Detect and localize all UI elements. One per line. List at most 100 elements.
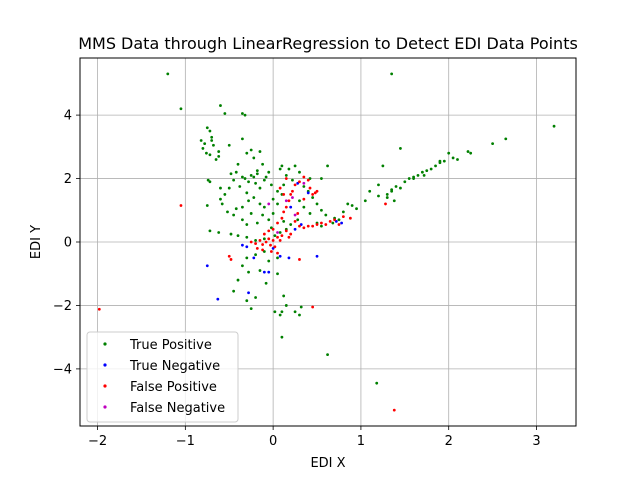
data-point (267, 170, 271, 174)
data-point (210, 135, 214, 139)
data-point (451, 156, 455, 160)
data-point (262, 237, 266, 241)
x-tick-label: −1 (176, 434, 195, 449)
data-point (280, 216, 284, 220)
data-point (276, 272, 279, 276)
data-point (238, 185, 242, 188)
data-point (271, 197, 275, 201)
data-point (258, 269, 262, 272)
data-point (258, 202, 262, 206)
data-point (368, 189, 372, 193)
series-true-positive (166, 72, 556, 385)
data-point (377, 183, 380, 187)
data-point (306, 191, 310, 195)
y-tick-label: 2 (64, 172, 72, 187)
data-point (280, 310, 284, 314)
data-point (258, 239, 262, 242)
data-point (264, 175, 268, 179)
data-point (205, 264, 209, 268)
data-point (296, 218, 300, 222)
x-tick-label: 0 (269, 434, 277, 449)
data-point (254, 253, 257, 257)
data-point (261, 248, 264, 252)
data-point (269, 250, 273, 253)
data-point (267, 229, 271, 233)
data-point (412, 177, 415, 180)
data-point (205, 204, 209, 207)
data-point (491, 142, 495, 146)
data-point (264, 281, 268, 285)
data-point (210, 139, 214, 142)
data-point (282, 210, 286, 214)
data-point (236, 234, 240, 238)
data-point (241, 175, 244, 179)
data-point (390, 188, 394, 192)
data-point (247, 199, 250, 203)
data-point (219, 186, 222, 190)
data-point (280, 335, 284, 339)
data-point (219, 104, 222, 107)
data-point (261, 243, 264, 246)
data-point (217, 231, 221, 234)
data-point (399, 147, 402, 150)
data-point (385, 193, 389, 196)
data-point (326, 353, 329, 357)
data-point (416, 173, 420, 177)
y-tick-label: −2 (53, 299, 72, 314)
data-point (381, 164, 385, 168)
data-point (384, 202, 387, 206)
data-point (262, 232, 266, 236)
data-point (254, 239, 257, 242)
data-point (308, 186, 312, 190)
data-point (245, 299, 249, 303)
data-point (236, 162, 240, 166)
legend-marker (103, 384, 107, 388)
data-point (199, 139, 203, 142)
data-point (442, 159, 446, 163)
y-tick-label: 4 (64, 109, 72, 124)
data-point (262, 270, 266, 274)
data-point (340, 221, 344, 225)
data-point (261, 162, 264, 166)
data-point (425, 169, 429, 173)
data-point (179, 204, 183, 207)
data-point (438, 159, 442, 163)
data-point (337, 218, 341, 222)
data-point (291, 196, 294, 199)
data-point (298, 180, 301, 184)
data-point (249, 148, 253, 152)
data-point (337, 223, 341, 226)
data-point (258, 150, 262, 153)
data-point (284, 199, 288, 203)
data-point (289, 223, 293, 226)
grid-lines (80, 58, 576, 426)
data-point (282, 193, 286, 196)
data-point (296, 212, 300, 215)
legend-label: False Positive (130, 380, 217, 395)
data-point (315, 223, 319, 226)
legend-marker (103, 342, 107, 346)
data-point (236, 278, 240, 282)
data-point (245, 235, 249, 239)
data-point (306, 224, 310, 228)
data-point (278, 186, 282, 190)
data-point (311, 305, 315, 309)
data-point (234, 170, 238, 174)
data-point (273, 310, 277, 314)
data-point (241, 243, 244, 247)
data-point (255, 221, 259, 225)
data-point (291, 178, 294, 182)
data-point (282, 219, 286, 223)
data-point (302, 175, 306, 179)
data-point (375, 381, 379, 385)
data-point (278, 231, 282, 234)
data-point (302, 197, 306, 201)
series-false-negative (267, 181, 306, 234)
data-point (243, 177, 247, 180)
legend-label: False Negative (130, 401, 225, 416)
data-point (220, 202, 224, 206)
data-point (278, 239, 282, 242)
data-point (229, 258, 233, 261)
legend-marker (103, 363, 107, 367)
data-point (179, 107, 183, 111)
